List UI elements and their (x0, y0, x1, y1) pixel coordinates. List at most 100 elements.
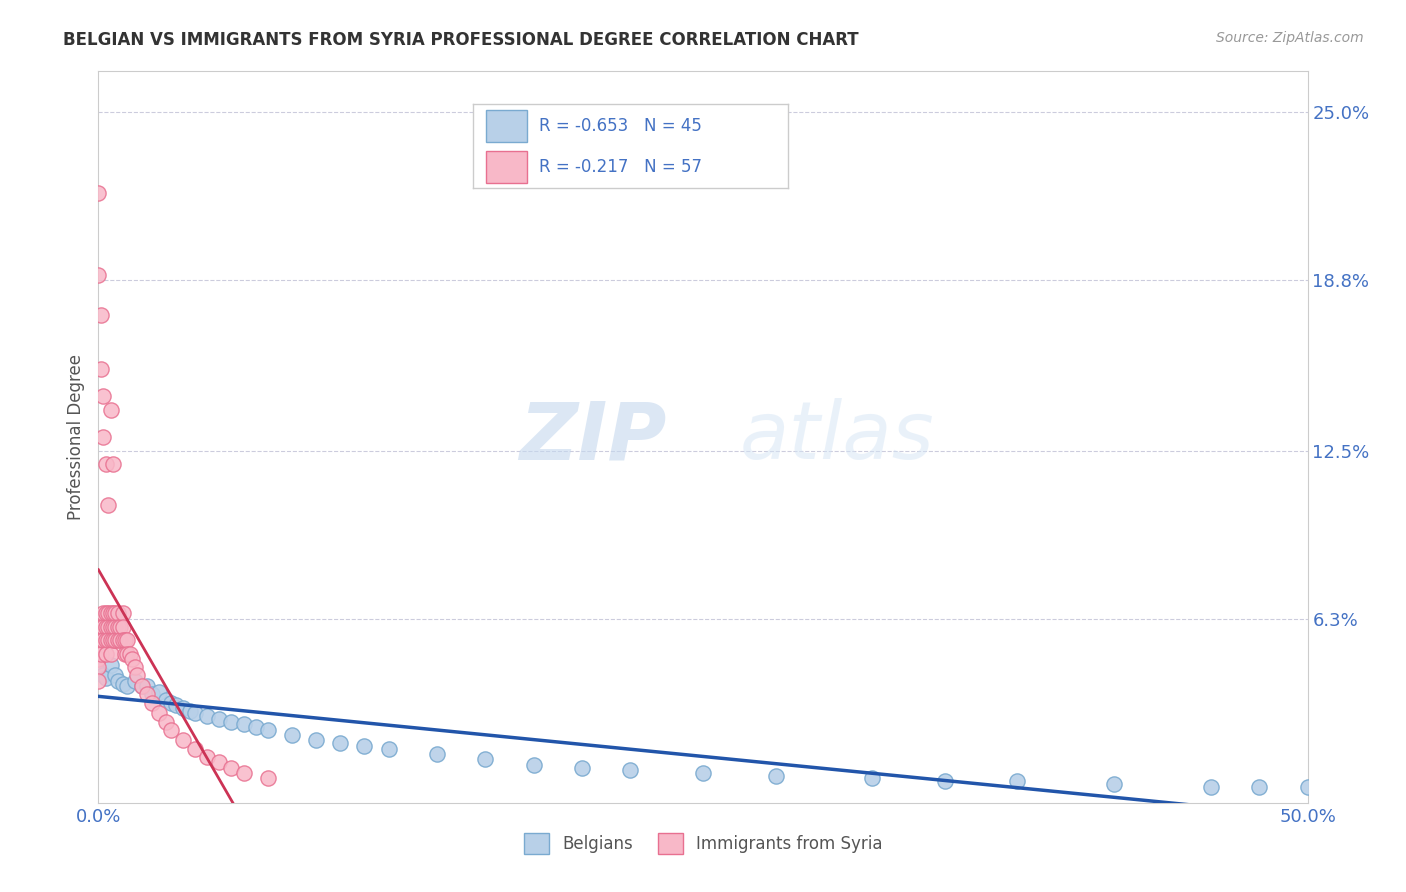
Point (117, 647, 139, 661)
Point (353, 739, 375, 753)
Point (100, 606, 122, 620)
Point (100, 633, 122, 648)
Point (87, 268, 110, 282)
Point (94, 620, 117, 634)
Point (195, 749, 218, 764)
Point (426, 747, 449, 761)
Point (91, 620, 114, 634)
Point (111, 676, 134, 690)
Point (148, 684, 170, 698)
Point (135, 679, 157, 693)
Point (118, 647, 141, 661)
Point (377, 741, 399, 756)
Point (100, 620, 122, 634)
Point (232, 766, 254, 780)
Point (90, 362, 112, 376)
Point (329, 736, 352, 750)
Point (1199, 780, 1222, 794)
Point (100, 403, 122, 417)
Point (91, 606, 114, 620)
Point (1249, 780, 1271, 794)
Point (765, 769, 787, 783)
Point (111, 620, 134, 634)
Y-axis label: Professional Degree: Professional Degree (66, 354, 84, 520)
Point (141, 696, 163, 710)
Point (94, 457, 117, 471)
Point (184, 706, 207, 721)
Point (208, 755, 231, 769)
Point (127, 668, 149, 682)
Point (208, 712, 231, 726)
Point (101, 633, 124, 648)
Point (101, 606, 124, 620)
Point (91, 668, 114, 682)
Point (934, 774, 956, 789)
Point (305, 733, 328, 747)
Point (124, 660, 146, 674)
Point (256, 772, 278, 786)
Point (165, 698, 187, 713)
Point (87, 186, 110, 201)
Point (111, 606, 134, 620)
Point (90, 620, 112, 634)
Point (101, 457, 124, 471)
Point (104, 668, 127, 682)
Point (1296, 780, 1319, 794)
Text: ZIP: ZIP (519, 398, 666, 476)
Point (87, 647, 110, 661)
Point (131, 679, 153, 693)
Point (692, 766, 714, 780)
Point (94, 671, 117, 685)
Point (232, 717, 254, 731)
Point (571, 761, 593, 775)
Point (221, 761, 243, 775)
Point (90, 308, 112, 322)
Point (91, 633, 114, 648)
Point (245, 720, 267, 734)
Point (155, 693, 177, 707)
Point (1007, 774, 1029, 789)
Point (97, 606, 120, 620)
Point (221, 714, 243, 729)
Point (160, 723, 183, 737)
Point (114, 633, 136, 648)
Point (860, 772, 883, 786)
Point (179, 704, 201, 718)
Point (117, 679, 139, 693)
Point (184, 741, 207, 756)
Point (114, 647, 136, 661)
Point (111, 633, 134, 648)
Point (91, 389, 114, 403)
Text: atlas: atlas (740, 398, 934, 476)
Point (90, 647, 112, 661)
Point (135, 688, 157, 702)
Point (107, 673, 129, 688)
Point (104, 620, 127, 634)
Point (141, 688, 163, 702)
Point (94, 606, 117, 620)
Point (87, 652, 110, 666)
Text: BELGIAN VS IMMIGRANTS FROM SYRIA PROFESSIONAL DEGREE CORRELATION CHART: BELGIAN VS IMMIGRANTS FROM SYRIA PROFESS… (63, 31, 859, 49)
Point (90, 633, 112, 648)
Point (100, 657, 122, 672)
Point (523, 757, 546, 772)
Point (94, 647, 117, 661)
Point (104, 633, 127, 648)
Point (97, 633, 120, 648)
Point (108, 620, 131, 634)
Point (281, 728, 304, 742)
Point (104, 606, 127, 620)
Point (100, 647, 122, 661)
Text: Source: ZipAtlas.com: Source: ZipAtlas.com (1216, 31, 1364, 45)
Point (155, 714, 177, 729)
Point (172, 733, 194, 747)
Point (148, 706, 170, 721)
Point (87, 633, 110, 648)
Legend: Belgians, Immigrants from Syria: Belgians, Immigrants from Syria (517, 827, 889, 860)
Point (117, 633, 139, 648)
Point (121, 652, 143, 666)
Point (87, 660, 110, 674)
Point (124, 673, 146, 688)
Point (474, 752, 496, 766)
Point (94, 633, 117, 648)
